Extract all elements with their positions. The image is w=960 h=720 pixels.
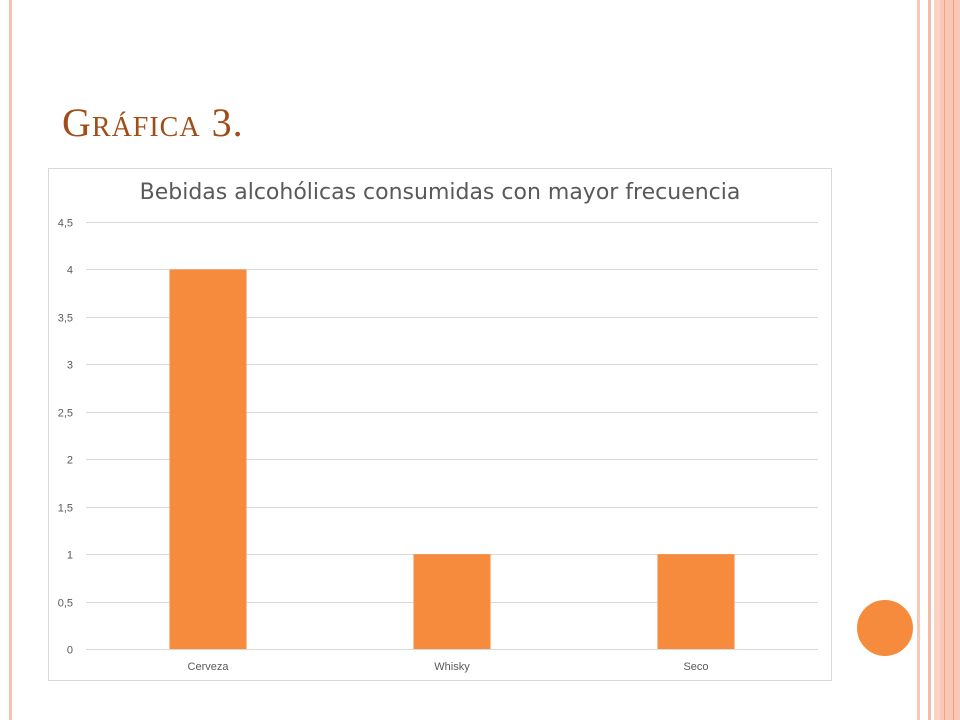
slide-title: Gráfica 3. <box>62 100 244 145</box>
y-tick-label: 4 <box>67 265 73 277</box>
chart-title: Bebidas alcohólicas consumidas con mayor… <box>139 180 741 205</box>
right-stripe-band <box>934 0 940 720</box>
right-stripe-band <box>940 0 960 720</box>
y-tick-label: 4,5 <box>58 218 73 230</box>
y-tick-label: 0 <box>67 645 73 657</box>
bar-whisky <box>413 554 491 649</box>
x-tick-label: Cerveza <box>188 661 230 673</box>
x-axis-labels: Cerveza Whisky Seco <box>188 661 709 673</box>
y-tick-label: 0,5 <box>58 598 73 610</box>
y-tick-label: 3,5 <box>58 313 73 325</box>
x-tick-label: Seco <box>683 661 708 673</box>
left-border-line <box>9 0 12 720</box>
y-tick-label: 2,5 <box>58 408 73 420</box>
y-tick-label: 2 <box>67 455 73 467</box>
bar-chart-plot: 0 0,5 1 1,5 2 2,5 3 3,5 4 4,5 Cerveza Whisky Seco <box>58 218 818 673</box>
bar-cerveza <box>169 269 247 649</box>
chart-frame: Bebidas alcohólicas consumidas con mayor… <box>48 168 832 681</box>
y-tick-label: 1 <box>67 550 73 562</box>
right-stripe-line <box>953 0 954 720</box>
bar-seco <box>657 554 735 649</box>
y-axis-labels: 0 0,5 1 1,5 2 2,5 3 3,5 4 4,5 <box>58 218 73 657</box>
bars <box>169 269 735 649</box>
y-tick-label: 3 <box>67 360 73 372</box>
orange-circle-decoration <box>855 598 915 658</box>
y-tick-label: 1,5 <box>58 503 73 515</box>
right-stripe-line <box>944 0 945 720</box>
right-stripe-line <box>917 0 920 720</box>
right-stripe-line <box>928 0 931 720</box>
x-tick-label: Whisky <box>434 661 470 673</box>
